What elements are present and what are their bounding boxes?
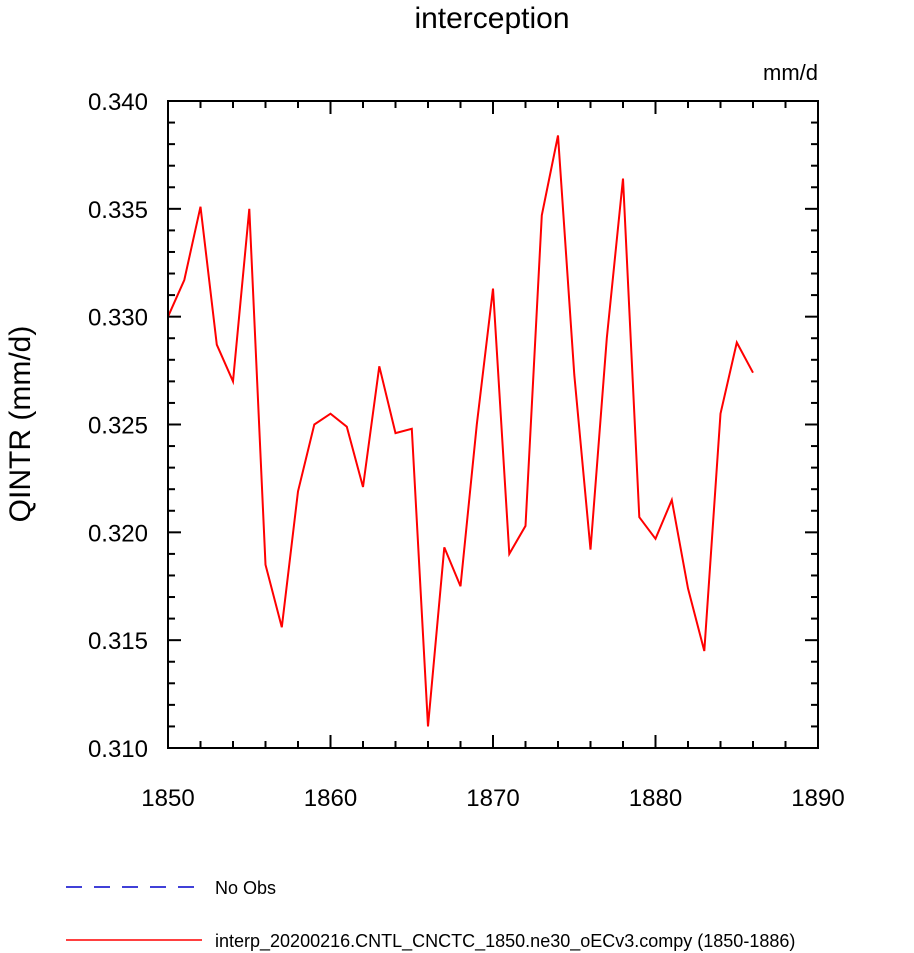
y-tick-label: 0.330 (88, 305, 148, 332)
x-tick-label: 1870 (466, 785, 519, 812)
y-tick-label: 0.340 (88, 89, 148, 116)
series-line (167, 135, 754, 727)
series-layer (167, 135, 754, 727)
y-tick-label: 0.325 (88, 413, 148, 440)
units-label: mm/d (763, 60, 818, 85)
x-tick-label: 1880 (629, 785, 682, 812)
x-tick-label: 1860 (304, 785, 357, 812)
axis-tick-labels: 1850 1860 1870 1880 1890 0.310 0.315 0.320 0.325… (88, 89, 845, 812)
y-tick-label: 0.315 (88, 628, 148, 655)
x-tick-label: 1850 (141, 785, 194, 812)
chart-title: interception (414, 2, 569, 35)
y-tick-label: 0.335 (88, 197, 148, 224)
legend-label-no-obs: No Obs (215, 878, 276, 898)
x-tick-label: 1890 (791, 785, 844, 812)
y-axis-label: QINTR (mm/d) (4, 326, 37, 523)
legend: No Obs interp_20200216.CNTL_CNCTC_1850.n… (66, 878, 795, 952)
y-tick-label: 0.310 (88, 736, 148, 763)
y-tick-label: 0.320 (88, 520, 148, 547)
legend-label-model: interp_20200216.CNTL_CNCTC_1850.ne30_oEC… (215, 931, 795, 952)
plot-frame (167, 100, 819, 749)
